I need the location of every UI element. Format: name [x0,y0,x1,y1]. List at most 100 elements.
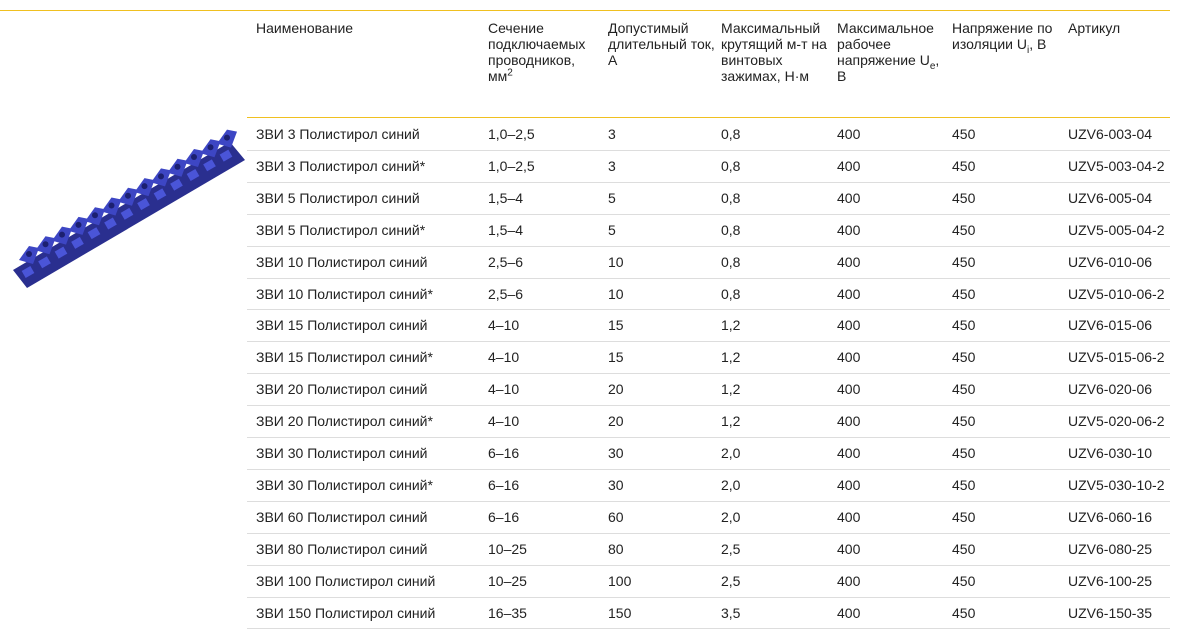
cell-value: 400 [837,413,861,430]
terminal-block [120,207,134,220]
cell-value: UZV6-005-04 [1068,189,1153,206]
terminal-block [174,163,181,170]
header-text: Напряжение по изоляции U [952,20,1053,52]
cell-value: 400 [837,381,861,398]
cell-value: 400 [837,253,861,270]
terminal-block [92,212,98,219]
terminal-block [141,183,148,190]
terminal-block [153,188,167,201]
terminal-block [38,256,51,269]
header-cell: Допустимый длительный ток, А [608,20,720,68]
header-cell: Наименование [256,20,456,36]
cell-value: 450 [952,540,976,557]
terminal-block [125,192,131,199]
terminal-block [54,246,68,259]
row-rule [247,437,1170,438]
cell-value: 450 [952,126,976,142]
cell-value: 15 [608,349,624,366]
cell-value: 1,0–2,5 [488,157,535,174]
cell-value: 16–35 [488,604,527,621]
terminal-block [224,134,230,141]
cell-value: 450 [952,285,976,302]
product-name: ЗВИ 3 Полистирол синий [256,126,420,142]
cell-value: 450 [952,317,976,334]
cell-value: UZV6-015-06 [1068,317,1153,334]
cell-value: 100 [608,572,632,589]
cell-value: 30 [608,445,624,461]
cell-value: 0,8 [721,253,741,270]
cell-value: 15 [608,317,624,334]
cell-value: 1,2 [721,381,741,398]
cell-value: UZV5-015-06-2 [1068,349,1165,366]
cell-value: 450 [952,189,976,206]
header-text: Допустимый длительный ток, А [608,20,715,68]
superscript: 2 [507,67,513,79]
cell-value: 400 [837,540,861,557]
cell-value: 2,5–6 [488,285,524,302]
header-text: , В [837,52,940,84]
cell-value: 3 [608,126,616,142]
cell-value: UZV6-100-25 [1068,572,1153,589]
terminal-block [59,231,65,238]
row-rule [247,373,1170,375]
terminal-block [203,159,216,172]
cell-value: 400 [837,126,861,142]
cell-value: 1,5–4 [488,221,524,238]
cell-value: 10 [608,253,624,270]
cell-value: 450 [952,349,976,366]
cell-value: 6–16 [488,508,520,525]
terminal-block [191,154,197,160]
product-name: ЗВИ 3 Полистирол синий* [256,157,426,174]
cell-value: 150 [608,604,632,621]
product-name: ЗВИ 30 Полистирол синий* [256,476,433,493]
terminal-block [158,173,164,180]
cell-value: 2,5–6 [488,253,524,270]
cell-value: 30 [608,476,624,493]
terminal-block [21,266,35,278]
cell-value: 0,8 [721,189,741,206]
terminal-block [219,149,233,162]
cell-value: 2,0 [721,476,741,493]
cell-value: 6–16 [488,476,520,493]
terminal-block [137,198,150,211]
header-cell: Максимальный крутящий м-т на винтовых за… [721,20,833,84]
product-name: ЗВИ 80 Полистирол синий [256,540,428,557]
terminal-block [170,178,183,191]
product-image [13,129,245,288]
cell-value: 450 [952,445,976,461]
cell-value: 400 [837,476,861,493]
header-cell: Напряжение по изоляции Ui, В [952,20,1064,55]
terminal-block [75,221,82,228]
row-rule [247,149,1170,151]
cell-value: 0,8 [721,221,741,238]
cell-value: 0,8 [721,157,741,174]
cell-value: UZV6-003-04 [1068,126,1153,142]
top-rule [0,10,1170,11]
terminal-block [186,169,200,181]
product-name: ЗВИ 150 Полистирол синий [256,604,436,621]
cell-value: 0,8 [721,285,741,302]
cell-value: 10–25 [488,572,527,589]
cell-value: 450 [952,221,976,238]
product-name: ЗВИ 20 Полистирол синий* [256,413,433,430]
cell-value: 450 [952,476,976,493]
cell-value: UZV6-150-35 [1068,604,1153,621]
product-name: ЗВИ 15 Полистирол синий* [256,349,433,366]
cell-value: 450 [952,253,976,270]
terminal-block [108,202,115,209]
product-name: ЗВИ 60 Полистирол синий [256,508,428,525]
cell-value: 3,5 [721,604,741,621]
subscript: e [929,60,936,72]
cell-value: 10–25 [488,540,527,557]
terminal-block [87,227,101,240]
cell-value: 20 [608,413,624,430]
cell-value: 450 [952,413,976,430]
cell-value: 1,5–4 [488,189,524,206]
cell-value: 4–10 [488,381,520,398]
header-text: Максимальный крутящий м-т на винтовых за… [721,20,827,84]
row-rule [247,181,1170,183]
cell-value: 80 [608,540,624,557]
cell-value: 450 [952,157,976,174]
cell-value: 400 [837,445,861,461]
cell-value: 6–16 [488,445,520,461]
